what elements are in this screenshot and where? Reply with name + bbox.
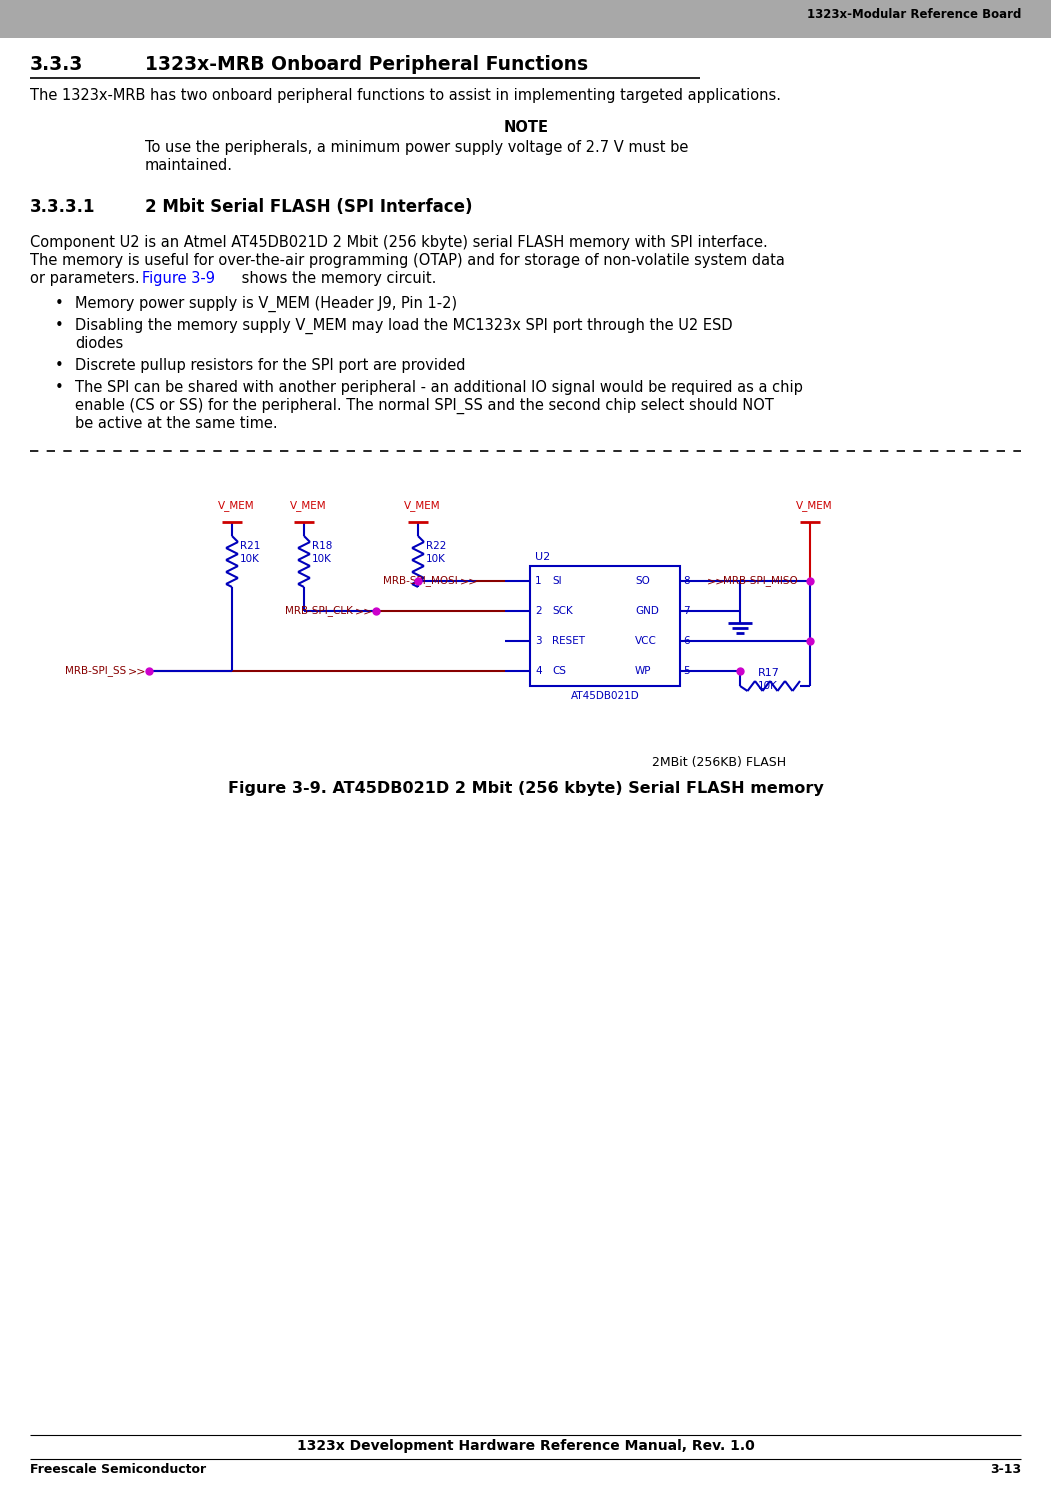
Text: R22: R22 bbox=[426, 540, 447, 551]
Text: >>: >> bbox=[707, 576, 725, 585]
Text: Memory power supply is V_MEM (Header J9, Pin 1-2): Memory power supply is V_MEM (Header J9,… bbox=[75, 296, 457, 312]
Text: 2 Mbit Serial FLASH (SPI Interface): 2 Mbit Serial FLASH (SPI Interface) bbox=[145, 199, 473, 216]
Text: R18: R18 bbox=[312, 540, 332, 551]
Text: MRB-SPI_MISO: MRB-SPI_MISO bbox=[723, 575, 798, 587]
Text: enable (CS or SS) for the peripheral. The normal SPI_SS and the second chip sele: enable (CS or SS) for the peripheral. Th… bbox=[75, 399, 774, 414]
Text: 1323x-Modular Reference Board: 1323x-Modular Reference Board bbox=[806, 7, 1021, 21]
Text: >>: >> bbox=[128, 666, 146, 676]
Text: 3-13: 3-13 bbox=[990, 1463, 1021, 1477]
Text: V_MEM: V_MEM bbox=[404, 500, 440, 511]
Text: SI: SI bbox=[552, 576, 561, 585]
Text: Figure 3-9: Figure 3-9 bbox=[142, 272, 215, 287]
Text: 5: 5 bbox=[683, 666, 689, 676]
Text: Disabling the memory supply V_MEM may load the MC1323x SPI port through the U2 E: Disabling the memory supply V_MEM may lo… bbox=[75, 318, 733, 334]
Text: GND: GND bbox=[635, 606, 659, 617]
Text: 8: 8 bbox=[683, 576, 689, 585]
Text: shows the memory circuit.: shows the memory circuit. bbox=[236, 272, 436, 287]
Text: V_MEM: V_MEM bbox=[796, 500, 832, 511]
Text: V_MEM: V_MEM bbox=[290, 500, 327, 511]
Text: SO: SO bbox=[635, 576, 650, 585]
Bar bbox=[530, 566, 680, 685]
Text: 1323x Development Hardware Reference Manual, Rev. 1.0: 1323x Development Hardware Reference Man… bbox=[296, 1439, 755, 1453]
Text: V_MEM: V_MEM bbox=[218, 500, 254, 511]
Text: 10K: 10K bbox=[312, 554, 332, 564]
Text: WP: WP bbox=[635, 666, 652, 676]
Text: diodes: diodes bbox=[75, 336, 123, 351]
Text: MRB-SPI_CLK: MRB-SPI_CLK bbox=[285, 606, 353, 617]
Text: Figure 3-9. AT45DB021D 2 Mbit (256 kbyte) Serial FLASH memory: Figure 3-9. AT45DB021D 2 Mbit (256 kbyte… bbox=[228, 781, 823, 796]
Text: SCK: SCK bbox=[552, 606, 573, 617]
Text: 1323x-MRB Onboard Peripheral Functions: 1323x-MRB Onboard Peripheral Functions bbox=[145, 55, 589, 75]
Text: •: • bbox=[55, 358, 64, 373]
Text: R17: R17 bbox=[758, 667, 780, 678]
Text: The SPI can be shared with another peripheral - an additional IO signal would be: The SPI can be shared with another perip… bbox=[75, 381, 803, 396]
Text: MRB-SPI_MOSI: MRB-SPI_MOSI bbox=[384, 575, 458, 587]
Text: 10K: 10K bbox=[426, 554, 446, 564]
Text: >>: >> bbox=[460, 576, 478, 585]
Text: 3.3.3: 3.3.3 bbox=[30, 55, 83, 75]
Text: 2MBit (256KB) FLASH: 2MBit (256KB) FLASH bbox=[652, 755, 786, 769]
Text: VCC: VCC bbox=[635, 636, 657, 646]
Text: 1: 1 bbox=[535, 576, 541, 585]
Text: •: • bbox=[55, 318, 64, 333]
Text: Discrete pullup resistors for the SPI port are provided: Discrete pullup resistors for the SPI po… bbox=[75, 358, 466, 373]
Text: RESET: RESET bbox=[552, 636, 585, 646]
Text: •: • bbox=[55, 296, 64, 311]
Text: CS: CS bbox=[552, 666, 566, 676]
Text: 6: 6 bbox=[683, 636, 689, 646]
Text: 10K: 10K bbox=[758, 681, 778, 691]
Bar bbox=[0, 0, 1051, 37]
Text: MRB-SPI_SS: MRB-SPI_SS bbox=[65, 666, 126, 676]
Text: 7: 7 bbox=[683, 606, 689, 617]
Text: NOTE: NOTE bbox=[503, 119, 549, 134]
Text: 3: 3 bbox=[535, 636, 541, 646]
Text: Freescale Semiconductor: Freescale Semiconductor bbox=[30, 1463, 206, 1477]
Text: 2: 2 bbox=[535, 606, 541, 617]
Text: or parameters.: or parameters. bbox=[30, 272, 144, 287]
Text: 3.3.3.1: 3.3.3.1 bbox=[30, 199, 96, 216]
Text: The memory is useful for over-the-air programming (OTAP) and for storage of non-: The memory is useful for over-the-air pr… bbox=[30, 252, 785, 269]
Text: R21: R21 bbox=[240, 540, 261, 551]
Text: To use the peripherals, a minimum power supply voltage of 2.7 V must be: To use the peripherals, a minimum power … bbox=[145, 140, 688, 155]
Text: >>: >> bbox=[355, 606, 373, 617]
Text: 10K: 10K bbox=[240, 554, 260, 564]
Text: •: • bbox=[55, 381, 64, 396]
Text: 4: 4 bbox=[535, 666, 541, 676]
Text: maintained.: maintained. bbox=[145, 158, 233, 173]
Text: The 1323x-MRB has two onboard peripheral functions to assist in implementing tar: The 1323x-MRB has two onboard peripheral… bbox=[30, 88, 781, 103]
Text: AT45DB021D: AT45DB021D bbox=[571, 691, 639, 702]
Text: Component U2 is an Atmel AT45DB021D 2 Mbit (256 kbyte) serial FLASH memory with : Component U2 is an Atmel AT45DB021D 2 Mb… bbox=[30, 234, 767, 249]
Text: be active at the same time.: be active at the same time. bbox=[75, 417, 277, 431]
Text: U2: U2 bbox=[535, 552, 551, 561]
